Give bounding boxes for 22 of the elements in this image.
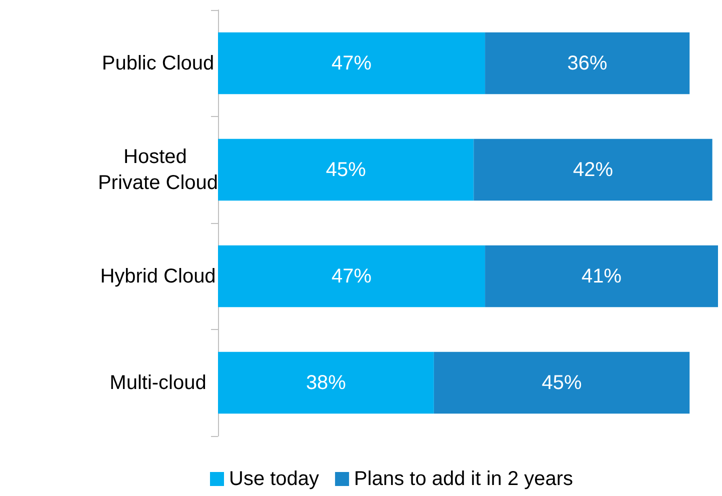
bar [485,32,690,94]
data-label: 38% [306,372,346,394]
y-tick-label: Hybrid Cloud [100,265,216,288]
y-tick-label: Multi-cloud [110,372,206,394]
y-tick-label: Public Cloud [102,52,214,74]
legend-label: Plans to add it in 2 years [354,468,574,490]
bar [218,245,486,308]
legend-label: Use today [229,468,320,490]
data-label: 45% [326,158,366,181]
data-label: 45% [542,372,582,394]
bar [218,138,474,201]
bar [474,138,712,201]
data-label: 47% [332,265,372,288]
data-label: 41% [582,265,622,288]
bar [218,352,434,414]
bar [218,32,486,94]
bar [434,352,690,414]
y-tick-label: Hosted Private Cloud [98,146,218,194]
data-label: 47% [332,52,372,74]
bar [485,245,718,308]
data-label: 42% [572,158,614,181]
data-label: 36% [567,52,608,74]
